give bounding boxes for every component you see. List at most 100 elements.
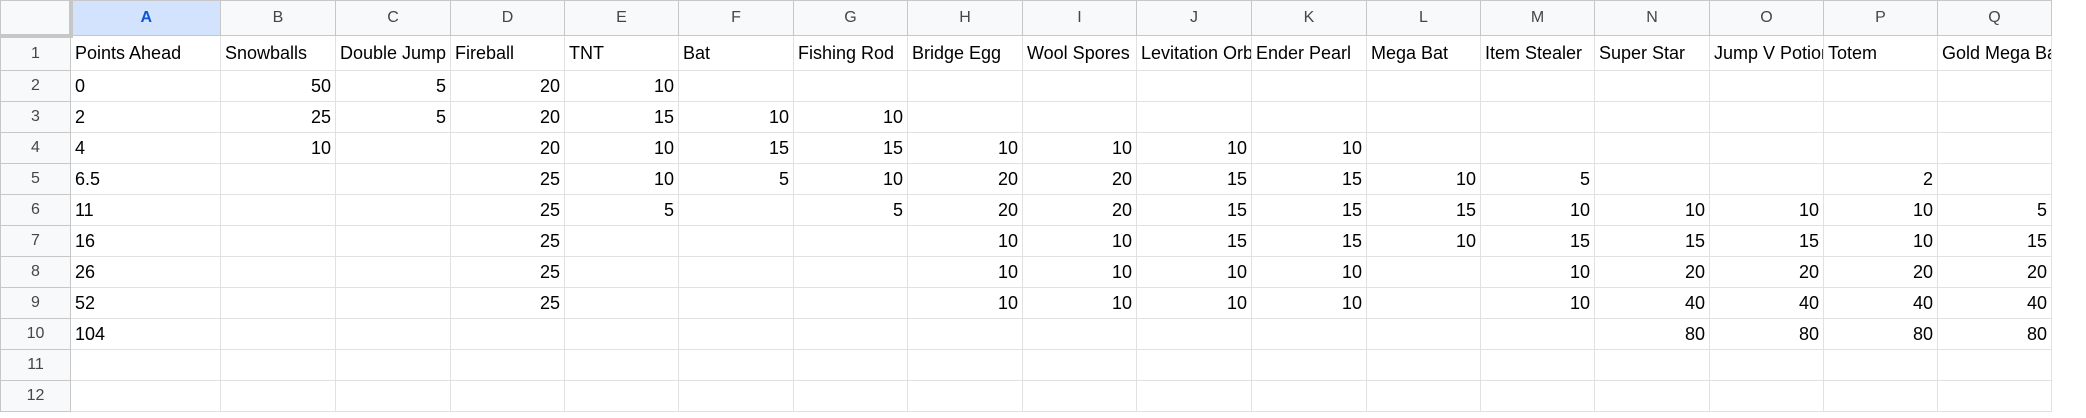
cell-e12[interactable] — [564, 380, 679, 412]
cell-f5[interactable]: 5 — [678, 163, 794, 195]
cell-b9[interactable] — [220, 287, 336, 319]
cell-o11[interactable] — [1709, 349, 1824, 381]
cell-p5[interactable]: 2 — [1823, 163, 1938, 195]
cell-d1[interactable]: Fireball — [450, 35, 565, 71]
cell-j8[interactable]: 10 — [1136, 256, 1252, 288]
cell-q5[interactable] — [1937, 163, 2052, 195]
cell-b10[interactable] — [220, 318, 336, 350]
cell-m12[interactable] — [1480, 380, 1595, 412]
cell-h4[interactable]: 10 — [907, 132, 1023, 164]
cell-b1[interactable]: Snowballs — [220, 35, 336, 71]
cell-k12[interactable] — [1251, 380, 1367, 412]
cell-j1[interactable]: Levitation Orb — [1136, 35, 1252, 71]
cell-k1[interactable]: Ender Pearl — [1251, 35, 1367, 71]
row-header-7[interactable]: 7 — [0, 225, 71, 257]
cell-g8[interactable] — [793, 256, 908, 288]
cell-d5[interactable]: 25 — [450, 163, 565, 195]
cell-e2[interactable]: 10 — [564, 70, 679, 102]
cell-f7[interactable] — [678, 225, 794, 257]
cell-j4[interactable]: 10 — [1136, 132, 1252, 164]
cell-g5[interactable]: 10 — [793, 163, 908, 195]
cell-n3[interactable] — [1594, 101, 1710, 133]
column-header-e[interactable]: E — [564, 0, 679, 36]
cell-a10[interactable]: 104 — [70, 318, 221, 350]
cell-f12[interactable] — [678, 380, 794, 412]
cell-k3[interactable] — [1251, 101, 1367, 133]
cell-p9[interactable]: 40 — [1823, 287, 1938, 319]
column-header-i[interactable]: I — [1022, 0, 1137, 36]
cell-f10[interactable] — [678, 318, 794, 350]
cell-j6[interactable]: 15 — [1136, 194, 1252, 226]
cell-d12[interactable] — [450, 380, 565, 412]
cell-p10[interactable]: 80 — [1823, 318, 1938, 350]
row-header-11[interactable]: 11 — [0, 349, 71, 381]
row-header-9[interactable]: 9 — [0, 287, 71, 319]
cell-n1[interactable]: Super Star — [1594, 35, 1710, 71]
cell-k6[interactable]: 15 — [1251, 194, 1367, 226]
cell-n5[interactable] — [1594, 163, 1710, 195]
row-header-6[interactable]: 6 — [0, 194, 71, 226]
column-header-p[interactable]: P — [1823, 0, 1938, 36]
column-header-c[interactable]: C — [335, 0, 451, 36]
cell-k2[interactable] — [1251, 70, 1367, 102]
column-header-f[interactable]: F — [678, 0, 794, 36]
cell-b3[interactable]: 25 — [220, 101, 336, 133]
cell-m6[interactable]: 10 — [1480, 194, 1595, 226]
column-header-d[interactable]: D — [450, 0, 565, 36]
cell-m1[interactable]: Item Stealer — [1480, 35, 1595, 71]
cell-b8[interactable] — [220, 256, 336, 288]
cell-l10[interactable] — [1366, 318, 1481, 350]
cell-c9[interactable] — [335, 287, 451, 319]
cell-m7[interactable]: 15 — [1480, 225, 1595, 257]
cell-b6[interactable] — [220, 194, 336, 226]
cell-p4[interactable] — [1823, 132, 1938, 164]
cell-e5[interactable]: 10 — [564, 163, 679, 195]
cell-a7[interactable]: 16 — [70, 225, 221, 257]
cell-g6[interactable]: 5 — [793, 194, 908, 226]
cell-j3[interactable] — [1136, 101, 1252, 133]
cell-q3[interactable] — [1937, 101, 2052, 133]
cell-q8[interactable]: 20 — [1937, 256, 2052, 288]
cell-b5[interactable] — [220, 163, 336, 195]
cell-j12[interactable] — [1136, 380, 1252, 412]
cell-l4[interactable] — [1366, 132, 1481, 164]
cell-c2[interactable]: 5 — [335, 70, 451, 102]
cell-l6[interactable]: 15 — [1366, 194, 1481, 226]
cell-k11[interactable] — [1251, 349, 1367, 381]
cell-c12[interactable] — [335, 380, 451, 412]
cell-m11[interactable] — [1480, 349, 1595, 381]
cell-c4[interactable] — [335, 132, 451, 164]
cell-o6[interactable]: 10 — [1709, 194, 1824, 226]
cell-d2[interactable]: 20 — [450, 70, 565, 102]
column-header-n[interactable]: N — [1594, 0, 1710, 36]
cell-j2[interactable] — [1136, 70, 1252, 102]
cell-l3[interactable] — [1366, 101, 1481, 133]
cell-i3[interactable] — [1022, 101, 1137, 133]
cell-h7[interactable]: 10 — [907, 225, 1023, 257]
cell-b2[interactable]: 50 — [220, 70, 336, 102]
cell-n7[interactable]: 15 — [1594, 225, 1710, 257]
cell-o12[interactable] — [1709, 380, 1824, 412]
cell-m5[interactable]: 5 — [1480, 163, 1595, 195]
cell-p2[interactable] — [1823, 70, 1938, 102]
cell-h6[interactable]: 20 — [907, 194, 1023, 226]
cell-i10[interactable] — [1022, 318, 1137, 350]
cell-e10[interactable] — [564, 318, 679, 350]
cell-k10[interactable] — [1251, 318, 1367, 350]
cell-l1[interactable]: Mega Bat — [1366, 35, 1481, 71]
cell-l12[interactable] — [1366, 380, 1481, 412]
cell-b11[interactable] — [220, 349, 336, 381]
cell-c10[interactable] — [335, 318, 451, 350]
column-header-k[interactable]: K — [1251, 0, 1367, 36]
cell-h5[interactable]: 20 — [907, 163, 1023, 195]
cell-a6[interactable]: 11 — [70, 194, 221, 226]
cell-o5[interactable] — [1709, 163, 1824, 195]
cell-a12[interactable] — [70, 380, 221, 412]
cell-g2[interactable] — [793, 70, 908, 102]
cell-n2[interactable] — [1594, 70, 1710, 102]
cell-o8[interactable]: 20 — [1709, 256, 1824, 288]
cell-a9[interactable]: 52 — [70, 287, 221, 319]
cell-n12[interactable] — [1594, 380, 1710, 412]
cell-a3[interactable]: 2 — [70, 101, 221, 133]
cell-f4[interactable]: 15 — [678, 132, 794, 164]
